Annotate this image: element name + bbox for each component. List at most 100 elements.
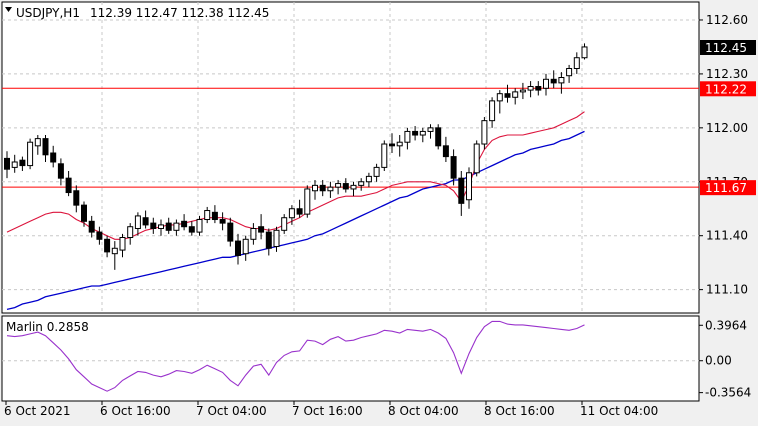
candle: [235, 233, 241, 265]
candle: [34, 135, 41, 155]
candle-body-bull: [204, 210, 211, 221]
current-price-label: 112.45: [705, 41, 747, 55]
candle-body-bull: [512, 91, 519, 98]
candle: [412, 126, 419, 141]
candle: [535, 81, 542, 96]
candle: [458, 170, 465, 216]
price-pane[interactable]: [1, 1, 700, 314]
candle: [27, 138, 34, 170]
candle: [512, 88, 519, 105]
candle: [327, 181, 334, 198]
triangle-down-icon[interactable]: [5, 7, 12, 12]
candle: [504, 84, 511, 103]
candle-body-bear: [104, 238, 111, 253]
candle-body-bull: [404, 130, 411, 143]
indicator-title: Marlin 0.2858: [6, 320, 89, 334]
candle-body-bull: [34, 138, 41, 147]
candle: [404, 127, 411, 150]
candle-body-bull: [173, 222, 180, 231]
candle-body-bear: [142, 217, 149, 226]
candle-body-bull: [489, 100, 496, 122]
candle: [296, 199, 303, 218]
candle-body-bull: [312, 184, 318, 192]
candle-body-bull: [566, 68, 573, 77]
candle-body-bull: [543, 78, 549, 89]
candle-body-bull: [335, 183, 342, 188]
candle-body-bull: [519, 89, 526, 93]
candle-body-bull: [127, 226, 134, 238]
time-tick-label: 6 Oct 16:00: [100, 404, 171, 418]
candle: [142, 210, 149, 229]
slow-moving-average: [6, 130, 585, 311]
time-axis[interactable]: 6 Oct 2021 6 Oct 16:00 7 Oct 04:00 7 Oct 16…: [4, 401, 658, 418]
candle: [543, 73, 549, 96]
candle-body-bear: [258, 226, 265, 233]
ma-slow-line: [6, 130, 585, 311]
candle-body-bear: [535, 85, 542, 91]
candle: [304, 185, 311, 218]
candle-body-bear: [42, 138, 49, 156]
candle: [165, 217, 172, 234]
candle: [550, 70, 557, 89]
candle: [381, 140, 388, 171]
symbol-label: USDJPY,H1: [16, 6, 80, 20]
candle: [473, 140, 480, 177]
candle-body-bull: [27, 141, 34, 167]
candle-body-bull: [381, 143, 388, 168]
indicator-pane[interactable]: [1, 315, 700, 402]
candle: [265, 228, 272, 256]
time-tick-label: 7 Oct 04:00: [196, 404, 267, 418]
candle: [281, 214, 288, 234]
candle-body-bear: [550, 78, 557, 84]
candle-body-bull: [481, 120, 488, 145]
candle-body-bull: [466, 172, 472, 201]
candle: [396, 135, 403, 157]
candle-body-bull: [358, 181, 365, 186]
candle-body-bear: [4, 157, 10, 170]
candle-body-bull: [527, 85, 534, 91]
candle-body-bear: [150, 222, 157, 230]
candle-body-bull: [242, 238, 249, 255]
price-grid: [2, 2, 699, 313]
level-price-tags: 112.22 111.67: [700, 81, 756, 196]
candle: [81, 201, 87, 227]
candle: [496, 90, 503, 114]
candle-body-bear: [227, 222, 234, 242]
candle: [273, 226, 280, 252]
candle: [127, 223, 134, 245]
candle: [573, 52, 580, 74]
candle-body-bear: [19, 159, 26, 167]
candle: [204, 206, 211, 224]
candle-body-bull: [373, 166, 380, 177]
price-tick-label: 112.60: [706, 13, 748, 27]
ma-fast-line: [6, 111, 585, 240]
candle-body-bull: [11, 161, 18, 168]
indicator-axis[interactable]: 0.3964 0.00 -0.3564: [699, 318, 751, 400]
candle: [319, 179, 326, 197]
candle: [211, 205, 218, 224]
candle: [335, 179, 342, 195]
candle: [73, 185, 80, 213]
candle-body-bull: [419, 130, 426, 136]
candle: [134, 212, 141, 236]
symbol-menu[interactable]: USDJPY,H1: [5, 6, 80, 20]
candle-body-bull: [158, 224, 164, 230]
candle: [158, 219, 164, 236]
candle-body-bear: [389, 143, 395, 147]
indicator-tick-label: 0.00: [705, 354, 732, 368]
candle-body-bull: [119, 236, 126, 251]
candle: [527, 81, 534, 98]
candle: [173, 219, 180, 236]
candle-body-bear: [442, 145, 449, 158]
candle: [373, 163, 380, 182]
candle: [519, 82, 526, 100]
candle-body-bull: [288, 208, 295, 219]
candle: [558, 72, 565, 94]
candle: [119, 233, 126, 258]
candle: [258, 214, 265, 240]
fast-moving-average: [6, 111, 585, 240]
candle: [88, 215, 95, 238]
